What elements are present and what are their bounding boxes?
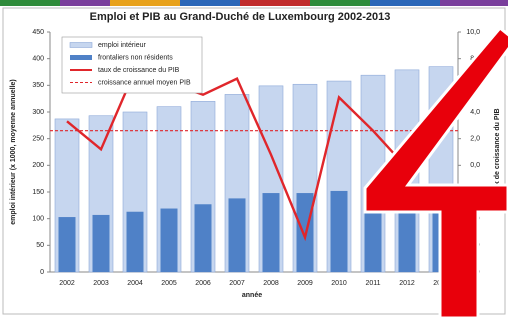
legend-swatch (70, 43, 92, 48)
legend-label: frontaliers non résidents (98, 54, 173, 61)
x-tick-label: 2002 (59, 280, 75, 287)
x-tick-label: 2007 (229, 280, 245, 287)
x-axis-title: année (242, 292, 262, 299)
y-tick-label: 200 (32, 162, 44, 169)
bar (93, 215, 110, 272)
y2-tick-label: 2,0 (470, 136, 480, 143)
bar (127, 212, 144, 272)
y-tick-label: 150 (32, 189, 44, 196)
legend-swatch (70, 55, 92, 60)
y-tick-label: 350 (32, 82, 44, 89)
y2-axis-title: taux de croissance du PIB (494, 108, 501, 195)
x-tick-label: 2008 (263, 280, 279, 287)
x-tick-label: 2012 (399, 280, 415, 287)
chart-title: Emploi et PIB au Grand-Duché de Luxembou… (90, 11, 391, 23)
bar (263, 193, 280, 272)
y2-tick-label: 10,0 (466, 29, 480, 36)
x-tick-label: 2009 (297, 280, 313, 287)
bar (331, 191, 348, 272)
y-tick-label: 400 (32, 56, 44, 63)
y2-tick-label: 4,0 (470, 109, 480, 116)
y-tick-label: 0 (40, 269, 44, 276)
legend-label: emploi intérieur (98, 42, 147, 49)
top-strip (0, 0, 508, 6)
x-tick-label: 2011 (365, 280, 380, 287)
y-tick-label: 100 (32, 216, 44, 223)
bar (161, 209, 178, 272)
y-tick-label: 50 (36, 242, 44, 249)
legend-label: croissance annuel moyen PIB (98, 79, 191, 86)
y-tick-label: 300 (32, 109, 44, 116)
x-tick-label: 2010 (331, 280, 347, 287)
legend-label: taux de croissance du PIB (98, 67, 180, 74)
x-tick-label: 2004 (127, 280, 143, 287)
bar (195, 204, 212, 272)
chart: Emploi et PIB au Grand-Duché de Luxembou… (0, 0, 508, 318)
y-tick-label: 250 (32, 136, 44, 143)
x-tick-label: 2006 (195, 280, 211, 287)
x-tick-label: 2003 (93, 280, 109, 287)
x-tick-label: 2005 (161, 280, 177, 287)
y-axis-title: emploi intérieur (x 1000, moyenne annuel… (10, 79, 17, 225)
y-tick-label: 450 (32, 29, 44, 36)
bar (59, 217, 76, 272)
y2-tick-label: 0,0 (470, 162, 480, 169)
bar (229, 198, 246, 272)
legend: emploi intérieur frontaliers non résident… (62, 37, 202, 93)
